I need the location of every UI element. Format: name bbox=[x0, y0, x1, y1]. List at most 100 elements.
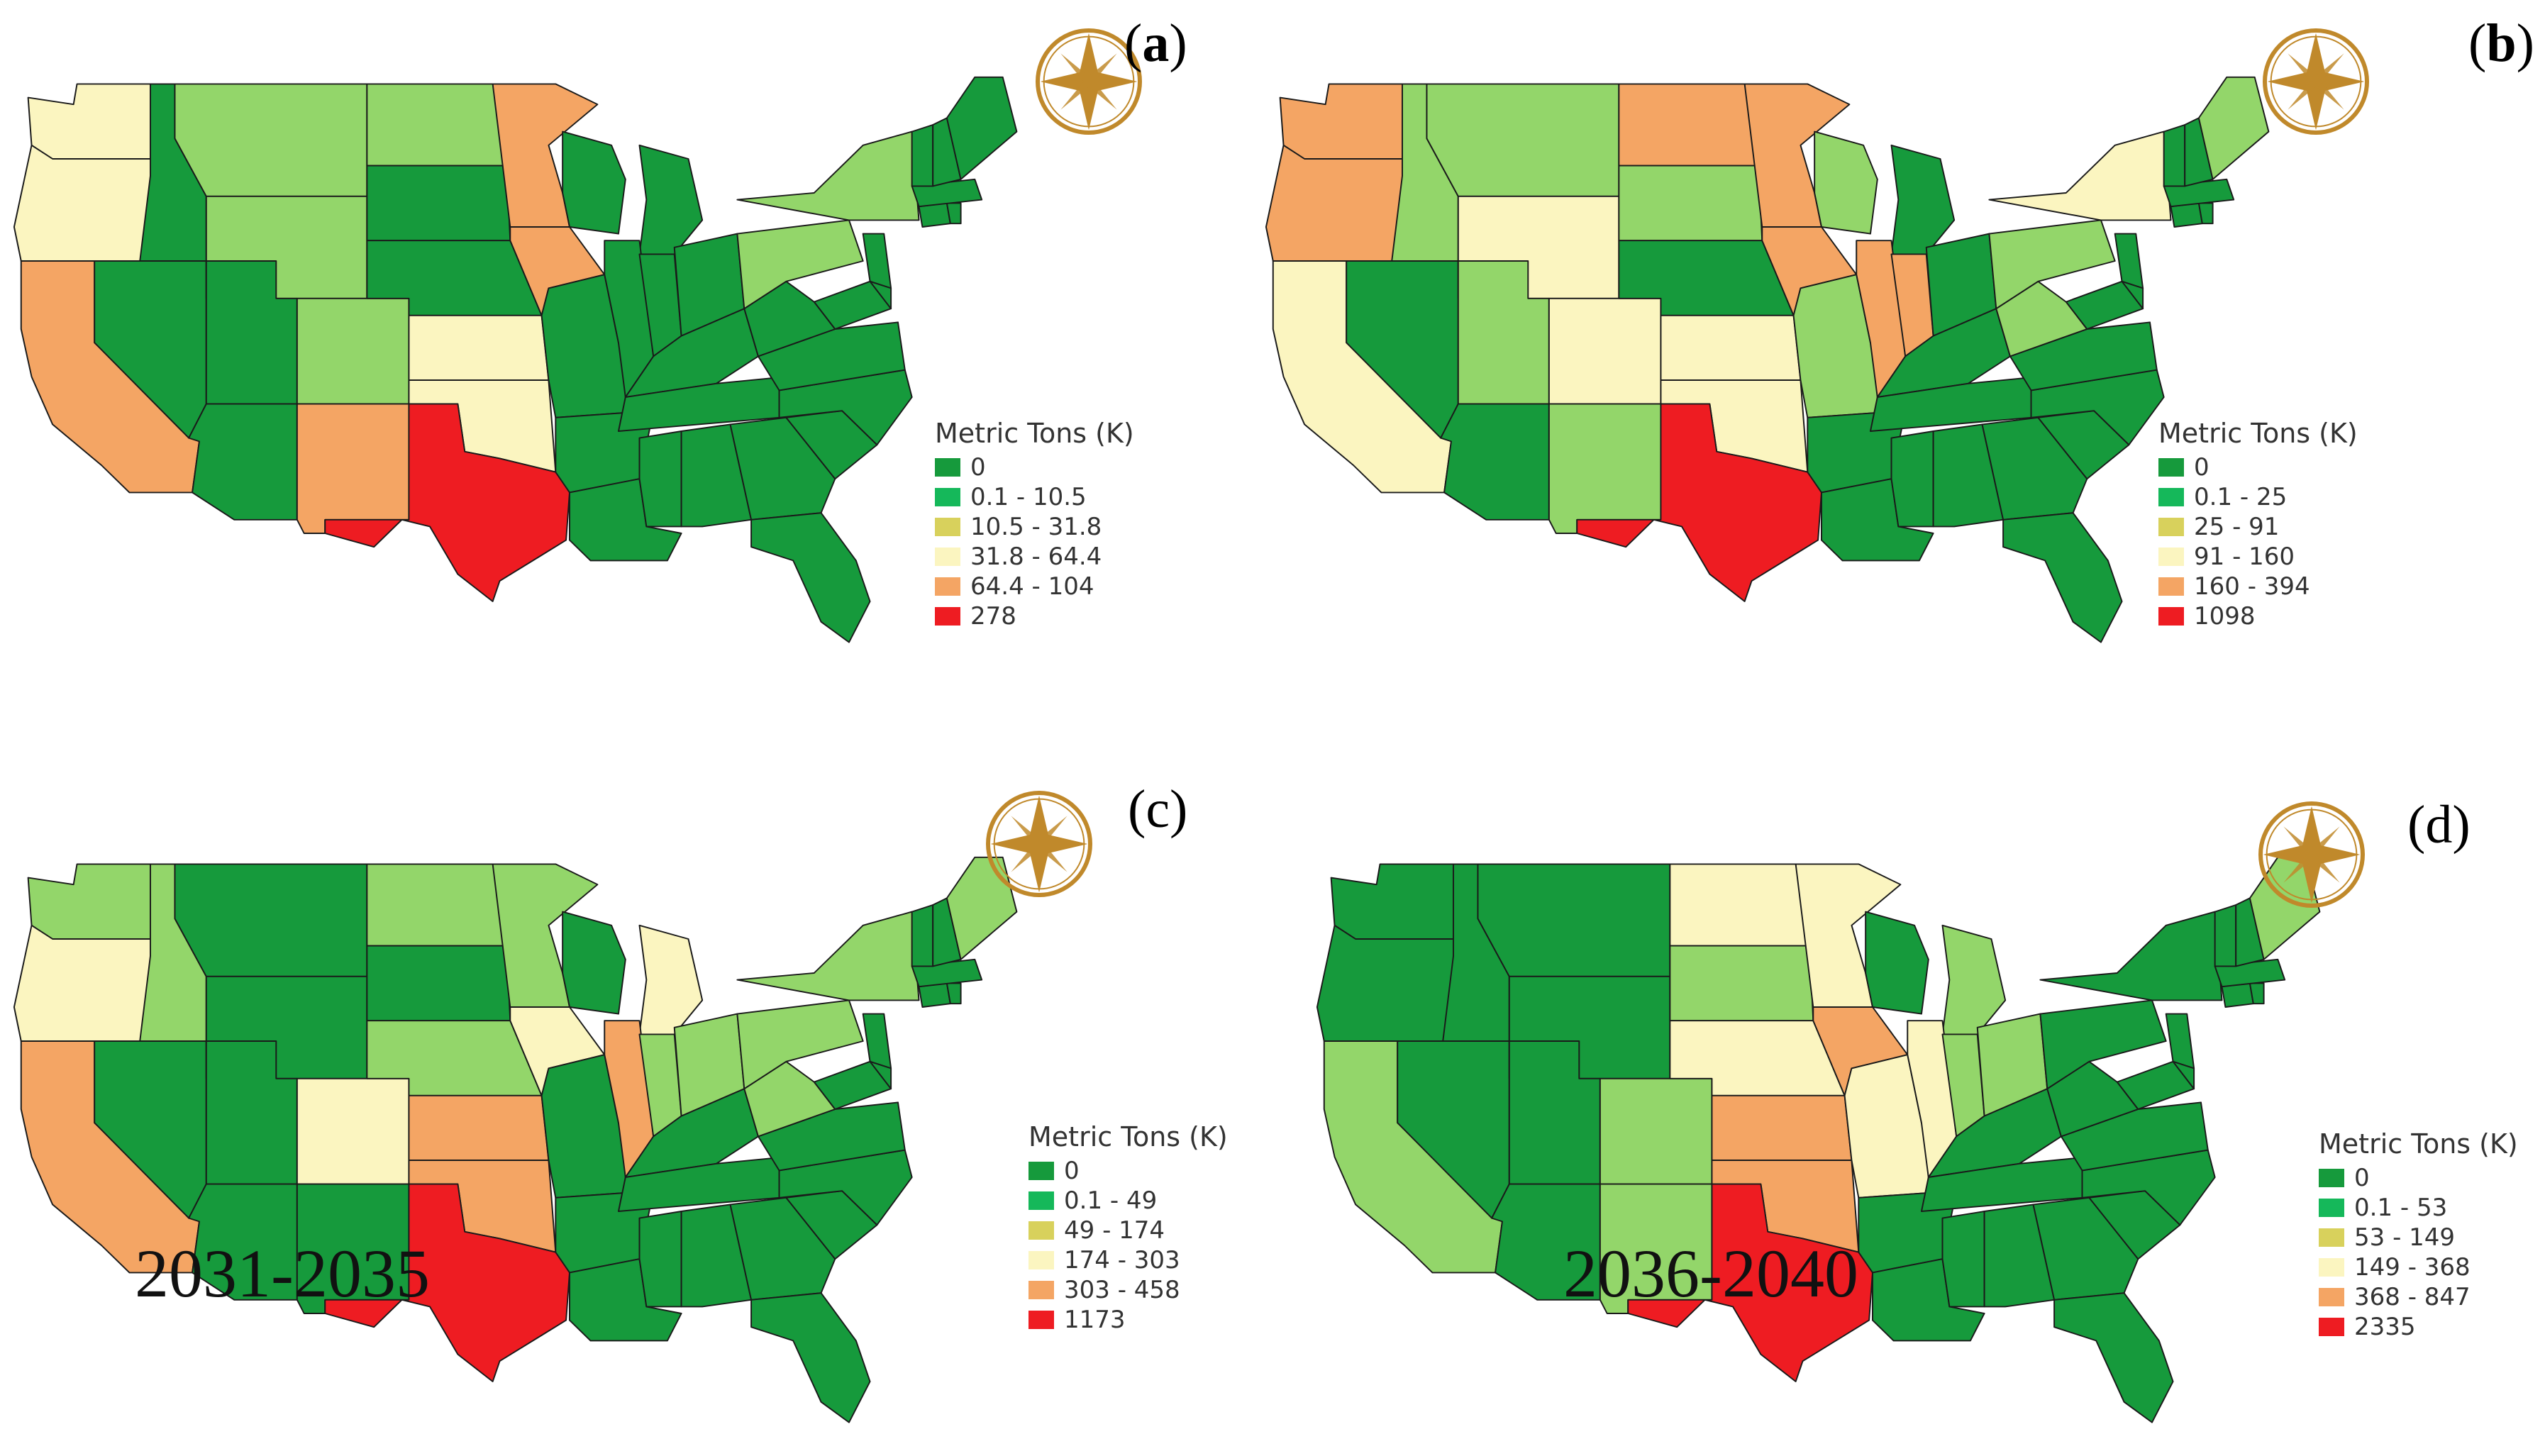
legend-item: 0.1 - 25 bbox=[2158, 482, 2358, 512]
state-mi bbox=[638, 924, 704, 1035]
state-pa bbox=[736, 999, 864, 1090]
state-me bbox=[2197, 76, 2270, 180]
legend-swatch bbox=[1028, 1251, 1054, 1269]
state-nm bbox=[296, 403, 410, 534]
state-mi bbox=[1941, 924, 2007, 1035]
state-mt bbox=[174, 83, 368, 197]
legend-item: 0.1 - 53 bbox=[2319, 1193, 2518, 1223]
states-layer bbox=[1316, 856, 2321, 1423]
state-or bbox=[13, 924, 162, 1042]
legend-swatch bbox=[2319, 1228, 2344, 1247]
state-ks bbox=[1660, 314, 1802, 381]
state-de bbox=[2172, 1060, 2195, 1090]
state-tx bbox=[324, 403, 570, 602]
states-layer bbox=[1265, 76, 2270, 643]
state-wi bbox=[1865, 911, 1929, 1015]
legend-swatch bbox=[935, 548, 960, 566]
legend-swatch bbox=[2158, 577, 2184, 596]
state-or bbox=[1316, 924, 1465, 1042]
legend-swatch bbox=[2158, 458, 2184, 477]
states-layer bbox=[13, 76, 1018, 643]
legend-swatch bbox=[2319, 1199, 2344, 1217]
state-vt bbox=[911, 904, 934, 967]
map-panel-b: (b) Metric Tons (K) 0 0.1 - 25 25 - 91 9… bbox=[1224, 0, 2534, 683]
state-co bbox=[1599, 1077, 1713, 1185]
state-al bbox=[680, 423, 753, 528]
state-sd bbox=[1618, 165, 1763, 242]
legend-swatch bbox=[935, 607, 960, 626]
us-state-map-d bbox=[1316, 801, 2365, 1423]
legend-item: 149 - 368 bbox=[2319, 1252, 2518, 1282]
legend-item: 368 - 847 bbox=[2319, 1282, 2518, 1312]
legend-item: 0.1 - 10.5 bbox=[935, 482, 1134, 512]
state-nd bbox=[1618, 83, 1760, 167]
us-state-map-c bbox=[13, 791, 1092, 1423]
state-al bbox=[1983, 1204, 2056, 1308]
legend-item: 303 - 458 bbox=[1028, 1275, 1228, 1305]
legend-swatch bbox=[2158, 607, 2184, 626]
legend-item: 2335 bbox=[2319, 1312, 2518, 1342]
state-co bbox=[296, 297, 410, 405]
state-fl bbox=[750, 1292, 871, 1423]
compass-rose-icon bbox=[2263, 28, 2369, 135]
state-or bbox=[1265, 144, 1414, 262]
state-or bbox=[13, 144, 162, 262]
state-fl bbox=[2002, 512, 2123, 643]
legend-swatch bbox=[2158, 488, 2184, 506]
state-tx bbox=[1576, 403, 1822, 602]
legend-item: 174 - 303 bbox=[1028, 1245, 1228, 1275]
state-nj bbox=[2165, 1013, 2195, 1069]
legend-c: Metric Tons (K) 0 0.1 - 49 49 - 174 174 … bbox=[1028, 1121, 1228, 1335]
panel-label-d: (d) bbox=[2407, 795, 2471, 855]
legend-swatch bbox=[935, 518, 960, 536]
state-wi bbox=[562, 911, 626, 1015]
state-mi bbox=[638, 144, 704, 255]
state-mt bbox=[1477, 863, 1671, 977]
legend-item: 53 - 149 bbox=[2319, 1223, 2518, 1252]
state-me bbox=[946, 76, 1018, 180]
state-ms bbox=[1941, 1211, 1985, 1308]
legend-item: 1098 bbox=[2158, 601, 2358, 631]
legend-swatch bbox=[935, 488, 960, 506]
state-ga bbox=[729, 416, 836, 521]
legend-item: 0 bbox=[2158, 452, 2358, 482]
state-ms bbox=[1890, 430, 1934, 528]
state-ks bbox=[408, 1094, 550, 1161]
legend-swatch bbox=[935, 458, 960, 477]
state-ks bbox=[1711, 1094, 1853, 1161]
legend-swatch bbox=[1028, 1311, 1054, 1329]
state-vt bbox=[2163, 124, 2186, 187]
state-wa bbox=[27, 83, 151, 160]
legend-title: Metric Tons (K) bbox=[2158, 418, 2358, 449]
us-state-map-b bbox=[1265, 28, 2369, 643]
state-nd bbox=[1669, 863, 1811, 947]
state-wi bbox=[1814, 130, 1878, 235]
state-al bbox=[1932, 423, 2005, 528]
state-sd bbox=[366, 165, 511, 242]
legend-swatch bbox=[2319, 1318, 2344, 1336]
legend-swatch bbox=[2319, 1288, 2344, 1306]
period-label-c: 2031-2035 bbox=[135, 1235, 430, 1311]
state-sd bbox=[366, 945, 511, 1022]
state-nd bbox=[366, 83, 508, 167]
legend-b: Metric Tons (K) 0 0.1 - 25 25 - 91 91 - … bbox=[2158, 417, 2358, 631]
legend-swatch bbox=[1028, 1162, 1054, 1180]
state-de bbox=[2121, 280, 2144, 310]
panel-label-a: (a) bbox=[1124, 13, 1187, 73]
state-me bbox=[946, 856, 1018, 960]
legend-d: Metric Tons (K) 0 0.1 - 53 53 - 149 149 … bbox=[2319, 1128, 2518, 1342]
state-fl bbox=[2053, 1292, 2174, 1423]
state-nd bbox=[366, 863, 508, 947]
legend-item: 49 - 174 bbox=[1028, 1216, 1228, 1245]
state-vt bbox=[911, 124, 934, 187]
state-ga bbox=[729, 1196, 836, 1301]
map-panel-a: (a) Metric Tons (K) 0 0.1 - 10.5 10.5 - … bbox=[0, 0, 1272, 683]
legend-a: Metric Tons (K) 0 0.1 - 10.5 10.5 - 31.8… bbox=[935, 417, 1134, 631]
state-pa bbox=[736, 219, 864, 310]
state-mi bbox=[1890, 144, 1956, 255]
state-wa bbox=[1279, 83, 1403, 160]
state-az bbox=[188, 403, 298, 521]
legend-item: 278 bbox=[935, 601, 1134, 631]
state-co bbox=[1548, 297, 1662, 405]
state-pa bbox=[1988, 219, 2116, 310]
